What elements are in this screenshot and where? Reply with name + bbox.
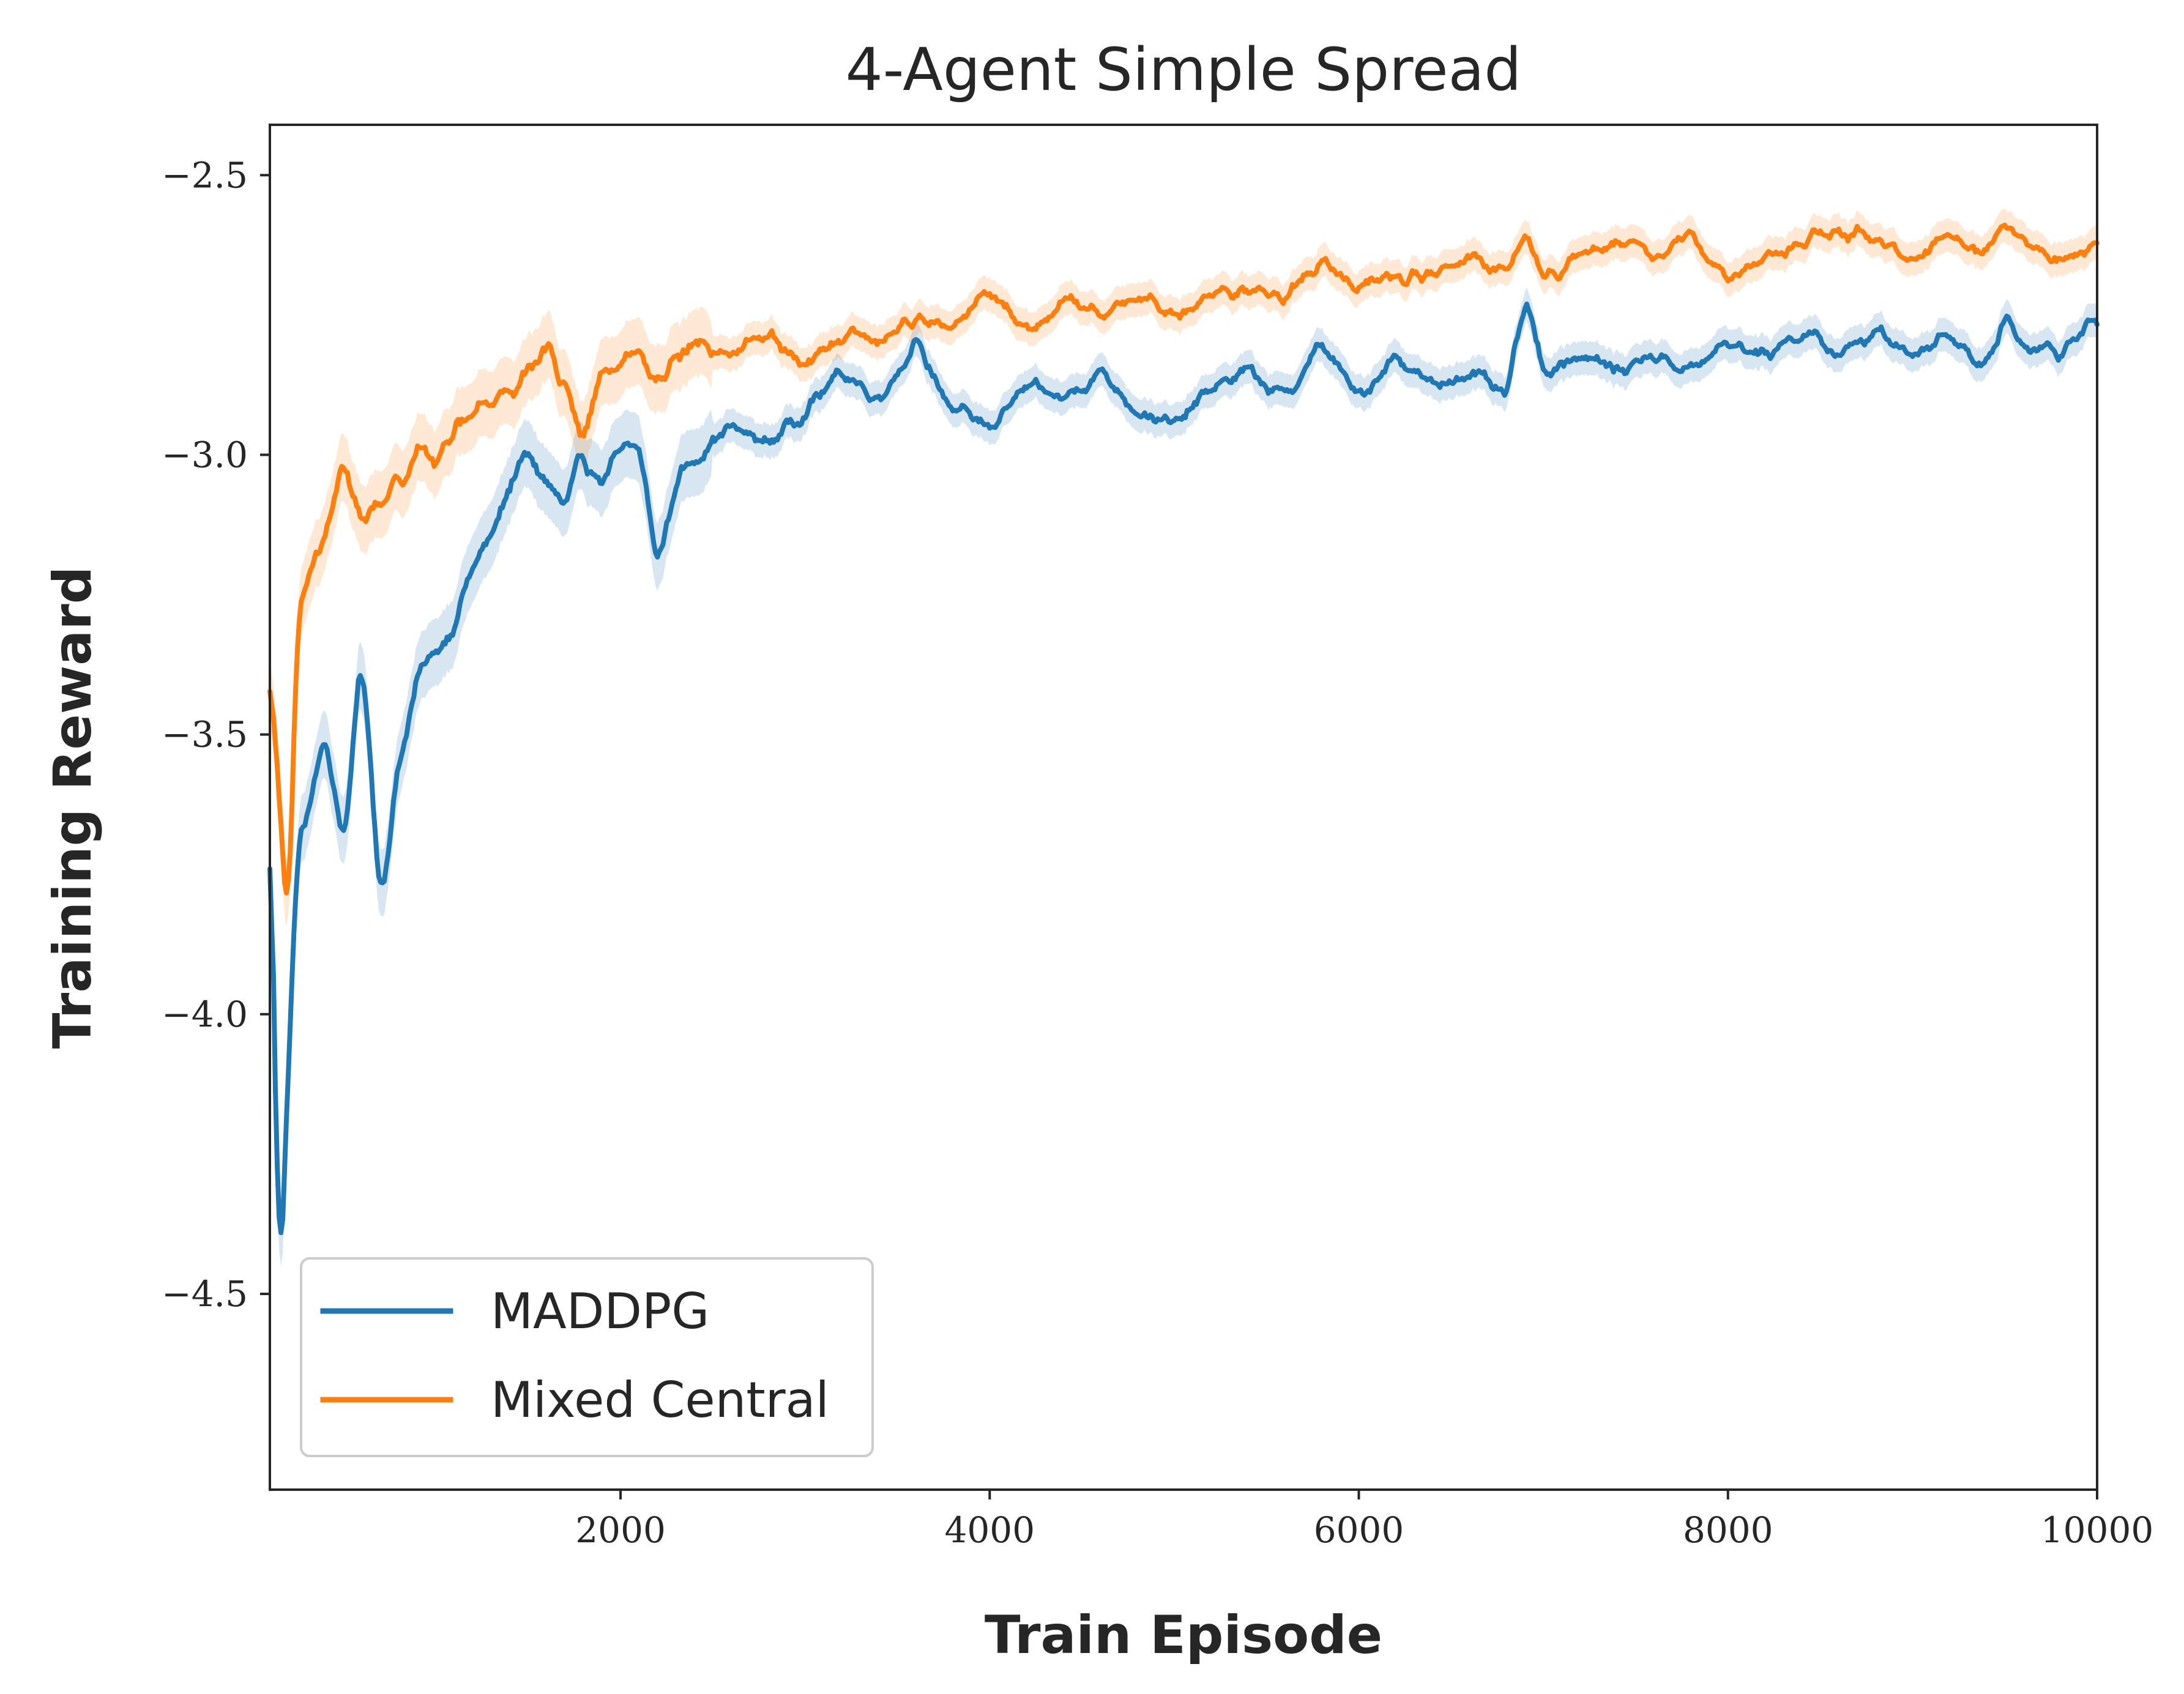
y-tick-label: −3.5 (162, 714, 248, 756)
x-axis-label: Train Episode (985, 1605, 1382, 1666)
chart-title: 4-Agent Simple Spread (846, 35, 1522, 104)
series-lines (267, 222, 2100, 1235)
x-tick-label: 2000 (575, 1509, 666, 1551)
x-tick-label: 10000 (2041, 1509, 2154, 1551)
legend-box (300, 1257, 874, 1457)
legend: MADDPG Mixed Central (300, 1257, 874, 1457)
y-tick-label: −4.0 (162, 994, 248, 1035)
x-tick-label: 4000 (944, 1509, 1035, 1551)
y-axis: −2.5 −3.0 −3.5 −4.0 −4.5 (162, 154, 270, 1315)
x-tick-label: 6000 (1314, 1509, 1404, 1551)
y-tick-label: −4.5 (162, 1273, 248, 1315)
legend-label-mixed-central: Mixed Central (491, 1372, 829, 1428)
plot-frame (269, 124, 2098, 1491)
x-axis: 2000 4000 6000 8000 10000 (575, 1490, 2153, 1551)
y-tick-label: −2.5 (162, 154, 248, 196)
series-line-mixed-central (267, 222, 2100, 896)
series-line-maddpg (267, 301, 2100, 1235)
y-axis-label: Training Reward (42, 567, 103, 1049)
legend-label-maddpg: MADDPG (491, 1283, 709, 1340)
x-tick-label: 8000 (1683, 1509, 1773, 1551)
y-tick-label: −3.0 (162, 434, 248, 475)
